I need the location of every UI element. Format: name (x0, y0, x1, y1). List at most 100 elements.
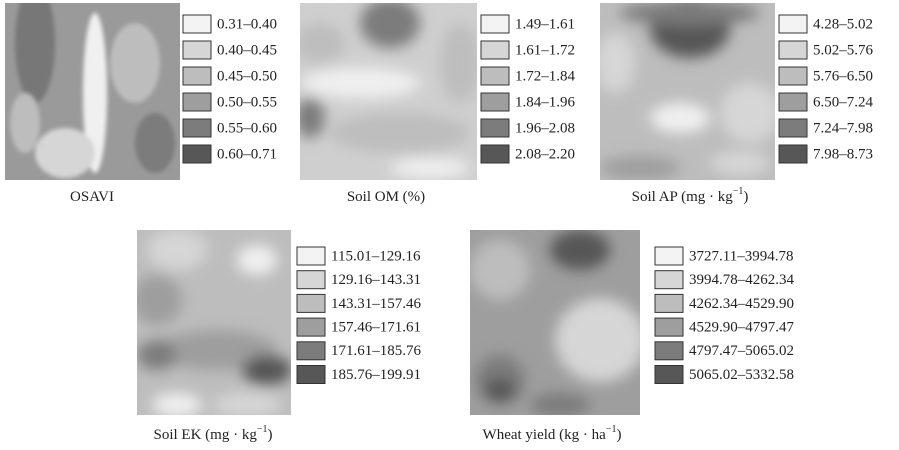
panel-title: Soil AP (mg · kg−1) (632, 186, 749, 205)
legend-label: 4797.47–5065.02 (689, 343, 794, 359)
legend-label: 171.61–185.76 (331, 343, 422, 359)
panel: 3727.11–3994.78 3994.78–4262.34 4262.34–45… (470, 230, 795, 443)
panel: 115.01–129.16 129.16–143.31 143.31–157.46 1… (137, 230, 422, 443)
map-region (600, 156, 680, 180)
map-region (242, 355, 291, 385)
map-region (485, 378, 515, 402)
legend-label: 7.24–7.98 (813, 120, 873, 136)
map-region (360, 3, 420, 48)
map-region (83, 13, 107, 173)
legend-label: 2.08–2.20 (515, 146, 575, 162)
legend-label: 0.50–0.55 (217, 94, 277, 110)
map-texture (600, 3, 775, 180)
title-sup: −1 (257, 424, 268, 435)
map-region (137, 275, 182, 325)
legend-swatch (654, 293, 684, 313)
legend-label: 0.60–0.71 (217, 146, 277, 162)
legend-swatch (480, 66, 510, 86)
legend-swatch (480, 92, 510, 112)
map-region (600, 33, 635, 93)
legend-swatch (296, 341, 326, 361)
legend-swatch (778, 14, 808, 34)
title-text: Soil EK (mg · kg (154, 427, 258, 443)
map (300, 3, 477, 180)
legend-label: 1.49–1.61 (515, 16, 575, 32)
map-region (110, 23, 160, 103)
legend-swatch (480, 118, 510, 138)
legend-label: 143.31–157.46 (331, 296, 422, 312)
panel-title: Soil OM (%) (347, 189, 425, 205)
legend-swatch (654, 246, 684, 266)
map (470, 230, 640, 415)
map-region (620, 3, 760, 25)
legend-label: 3994.78–4262.34 (689, 272, 795, 288)
legend-swatch (182, 144, 212, 164)
legend-swatch (296, 365, 326, 384)
panel-title: Wheat yield (kg · ha−1) (483, 424, 622, 443)
legend-label: 5.76–6.50 (813, 68, 873, 84)
title-sup: −1 (606, 424, 617, 435)
legend-label: 0.55–0.60 (217, 120, 277, 136)
legend-swatch (778, 118, 808, 138)
map-region (470, 240, 530, 300)
legend-swatch (778, 92, 808, 112)
title-sup: −1 (733, 186, 744, 197)
map-region (555, 298, 640, 382)
map-region (135, 113, 175, 173)
map-region (530, 393, 590, 415)
panel-title: Soil EK (mg · kg−1) (154, 424, 273, 443)
legend-label: 7.98–8.73 (813, 146, 873, 162)
legend-swatch (654, 317, 684, 337)
map-region (212, 393, 282, 415)
map-region (237, 245, 277, 275)
map-region (720, 83, 775, 143)
legend-label: 1.61–1.72 (515, 42, 575, 58)
legend-swatch (182, 14, 212, 34)
map-region (440, 23, 477, 103)
map-region (300, 23, 345, 63)
legend-swatch (182, 118, 212, 138)
legend-label: 1.72–1.84 (515, 68, 576, 84)
legend-swatch (182, 66, 212, 86)
legend-label: 185.76–199.91 (331, 367, 421, 383)
legend-swatch (654, 270, 684, 290)
legend-label: 1.96–2.08 (515, 120, 575, 136)
legend-swatch (296, 317, 326, 337)
legend-label: 3727.11–3994.78 (689, 248, 793, 264)
title-end: ) (743, 189, 748, 205)
legend-label: 5.02–5.76 (813, 42, 874, 58)
map-texture (470, 230, 640, 415)
title-end: ) (267, 427, 272, 443)
legend-label: 115.01–129.16 (331, 248, 421, 264)
map-region (300, 98, 325, 138)
map-region (137, 340, 177, 370)
map (600, 3, 775, 180)
legend-label: 5065.02–5332.58 (689, 367, 794, 383)
map (5, 3, 180, 180)
legend-swatch (480, 14, 510, 34)
map-texture (137, 230, 291, 415)
panel: 4.28–5.02 5.02–5.76 5.76–6.50 6.50–7.24 7.24… (600, 3, 874, 205)
legend-swatch (778, 144, 808, 164)
title-text: OSAVI (70, 189, 114, 205)
title-text: Soil OM (%) (347, 189, 425, 205)
legend-label: 4529.90–4797.47 (689, 320, 795, 336)
panel: 1.49–1.61 1.61–1.72 1.72–1.84 1.84–1.96 1.96… (300, 3, 576, 205)
map-region (550, 230, 610, 270)
legend-swatch (480, 40, 510, 60)
map-region (650, 103, 710, 133)
legend-swatch (182, 40, 212, 60)
map-texture (10, 3, 175, 178)
legend-label: 4262.34–4529.90 (689, 296, 794, 312)
legend-label: 0.31–0.40 (217, 16, 277, 32)
map-texture (300, 3, 477, 178)
map-region (390, 158, 470, 178)
panel-title: OSAVI (70, 189, 114, 205)
legend-swatch (182, 92, 212, 112)
title-end: ) (616, 427, 621, 443)
legend-label: 4.28–5.02 (813, 16, 873, 32)
map-region (35, 128, 95, 178)
title-text: Soil AP (mg · kg (632, 189, 734, 205)
legend-swatch (296, 293, 326, 313)
map-region (15, 3, 55, 103)
